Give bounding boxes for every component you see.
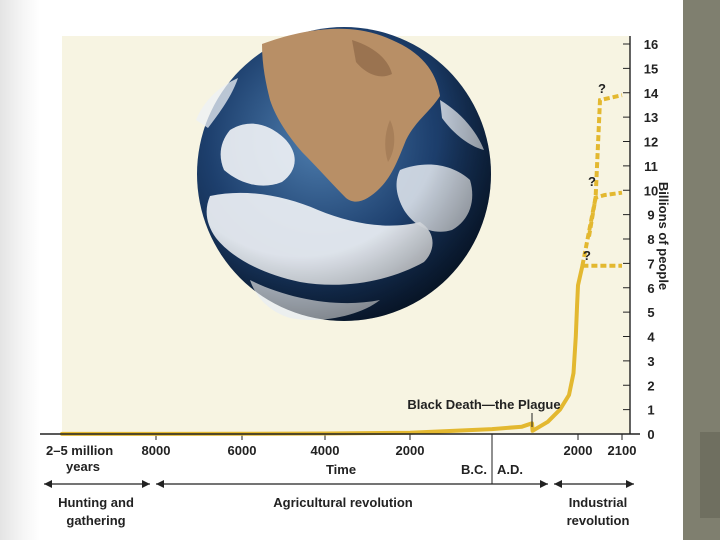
y-tick-label: 12 [644,135,658,150]
right-side-tab [700,432,720,518]
x-tick-label: 4000 [311,443,340,458]
era-label-bc: B.C. [461,462,487,477]
y-tick-label: 1 [647,403,654,418]
period-label: Industrial revolution [567,495,630,528]
y-tick-label: 11 [644,159,658,174]
x-axis-label: Time [326,462,356,477]
y-tick-label: 8 [647,232,654,247]
left-edge-shade [0,0,40,540]
x-tick-label: 2100 [608,443,637,458]
period-label: Agricultural revolution [273,495,412,510]
y-tick-label: 5 [647,305,654,320]
projection-question-mark: ? [583,248,591,263]
y-axis-label: Billions of people [656,182,671,290]
earth-globe-image [196,27,491,321]
x-tick-label: 2000 [396,443,425,458]
x-tick-label: 2000 [564,443,593,458]
y-tick-label: 14 [644,86,659,101]
y-tick-label: 0 [647,427,654,442]
y-tick-label: 3 [647,354,654,369]
projection-question-mark: ? [598,81,606,96]
era-label-ad: A.D. [497,462,523,477]
black-death-annotation: Black Death—the Plague [407,397,560,412]
y-tick-label: 4 [647,330,655,345]
y-tick-label: 6 [647,281,654,296]
y-tick-label: 2 [647,378,654,393]
x-start-label: 2–5 million years [46,443,113,474]
y-tick-label: 15 [644,61,658,76]
x-tick-label: 8000 [142,443,171,458]
y-tick-label: 10 [644,183,658,198]
projection-line [587,190,623,237]
projection-line [580,93,623,267]
period-arrows [44,480,634,488]
y-tick-label: 16 [644,37,658,52]
projection-question-mark: ? [588,174,596,189]
y-tick-label: 7 [647,256,654,271]
x-tick-label: 6000 [228,443,257,458]
period-label: Hunting and gathering [58,495,134,528]
y-tick-label: 9 [647,208,654,223]
y-tick-label: 13 [644,110,658,125]
